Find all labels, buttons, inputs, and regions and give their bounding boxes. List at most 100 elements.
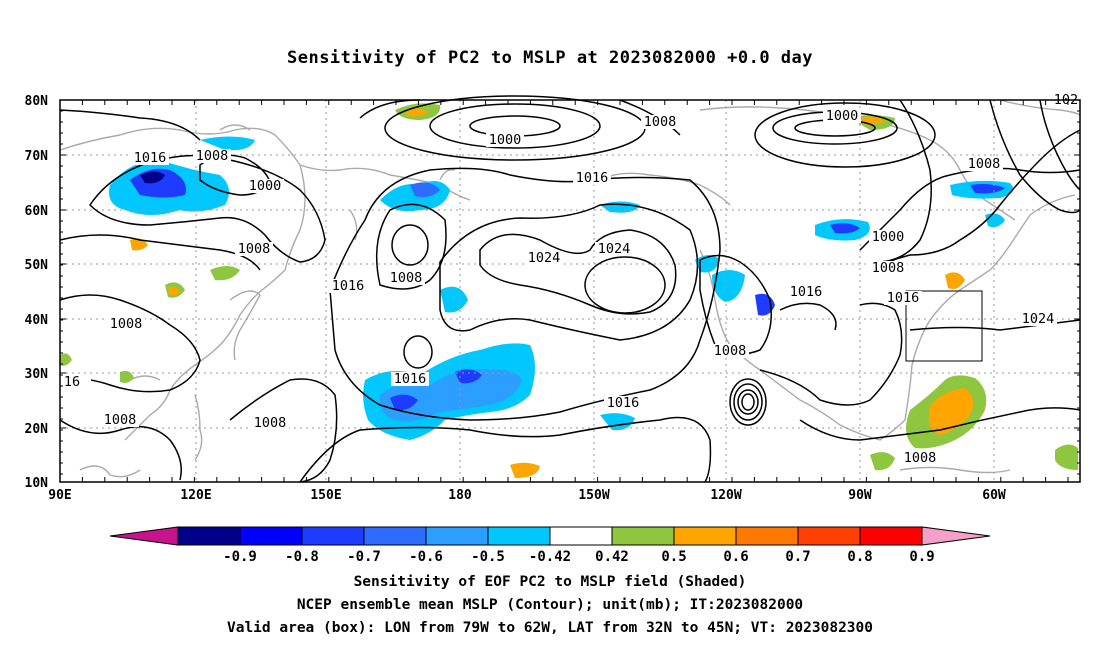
contour-label: 1016 (790, 284, 823, 300)
colorbar-low-arrow (109, 526, 179, 546)
lat-labels: 80N 70N 60N 50N 40N 30N 20N 10N (25, 94, 49, 491)
lat-label: 10N (25, 476, 49, 491)
colorbar-swatch (177, 526, 241, 546)
contour-label-bg (787, 285, 825, 299)
contour-label-bg (604, 396, 642, 410)
contour-label: 1000 (249, 178, 282, 194)
contour-label-bg (901, 451, 939, 465)
colorbar-label: -0.42 (529, 549, 571, 565)
contour-label-bg (251, 416, 289, 430)
contour-label-bg (869, 230, 907, 244)
lat-label: 80N (25, 94, 49, 109)
contour-label-bg (1019, 312, 1057, 326)
colorbar-label: 0.6 (723, 549, 748, 565)
contour-label: 1016 (887, 290, 920, 306)
lat-label: 50N (25, 258, 49, 273)
grid-lines (60, 100, 1080, 482)
colorbar-swatch (487, 526, 551, 546)
contour-label-bg (965, 157, 1003, 171)
colorbar-high-arrow (921, 526, 991, 546)
contour-label-bg (391, 372, 429, 386)
colorbar-label: -0.5 (471, 549, 505, 565)
colorbar (109, 526, 991, 546)
footer-line-2: NCEP ensemble mean MSLP (Contour); unit(… (296, 597, 804, 613)
colorbar-swatch (425, 526, 489, 546)
lon-label: 150W (578, 488, 609, 503)
colorbar-label: -0.7 (347, 549, 381, 565)
valid-area-box (905, 290, 983, 362)
contour-label-bg (595, 242, 633, 256)
lat-label: 20N (25, 422, 49, 437)
contour-label: 1024 (1022, 311, 1055, 327)
contour-label: 1016 (394, 371, 427, 387)
colorbar-swatch (239, 526, 303, 546)
contour-labels: 1016 1008 1000 1000 1008 1000 1016 1008 1024 1024… (53, 92, 1085, 466)
contour-label-bg (131, 151, 169, 165)
coastlines (59, 99, 1081, 478)
contour-label: 1008 (872, 260, 905, 276)
colorbar-label: -0.9 (223, 549, 257, 565)
contour-label: 1008 (714, 343, 747, 359)
lon-label: 60W (982, 488, 1006, 503)
map-frame (59, 99, 1081, 483)
contour-label-bg (193, 149, 231, 163)
contour-label: 1008 (254, 415, 287, 431)
colorbar-label: 0.9 (909, 549, 934, 565)
colorbar-label: 0.42 (595, 549, 629, 565)
colorbar-swatch (797, 526, 861, 546)
lat-label: 60N (25, 204, 49, 219)
colorbar-label: 0.7 (785, 549, 810, 565)
lon-label: 90E (48, 488, 71, 503)
contour-label: 1008 (110, 316, 143, 332)
contour-label-bg (641, 115, 679, 129)
contour-label-bg (525, 251, 563, 265)
contour-label: 1008 (644, 114, 677, 130)
lon-label: 150E (310, 488, 341, 503)
contour-label: 1016 (607, 395, 640, 411)
contour-label-bg (235, 242, 273, 256)
contour-label: 1000 (826, 108, 859, 124)
contour-label-bg (486, 133, 524, 147)
contour-label: 1024 (598, 241, 631, 257)
lon-label: 120E (180, 488, 211, 503)
contour-label: 1008 (968, 156, 1001, 172)
lon-label: 120W (710, 488, 741, 503)
colorbar-label: -0.8 (285, 549, 319, 565)
lon-label: 180 (448, 488, 472, 503)
mslp-contours (59, 95, 1081, 483)
page-title: Sensitivity of PC2 to MSLP at 2023082000… (286, 48, 813, 68)
colorbar-label: 0.5 (661, 549, 686, 565)
contour-label: 1016 (332, 278, 365, 294)
contour-label-bg (246, 179, 284, 193)
contour-label-bg (107, 317, 145, 331)
contour-label: 1000 (872, 229, 905, 245)
lat-label: 40N (25, 313, 49, 328)
lat-label: 30N (25, 367, 49, 382)
footer-line-3: Valid area (box): LON from 79W to 62W, L… (226, 620, 873, 636)
colorbar-swatch (611, 526, 675, 546)
colorbar-swatch (859, 526, 923, 546)
contour-label-bg (573, 171, 611, 185)
contour-label: 1008 (238, 241, 271, 257)
contour-label-bg (387, 271, 425, 285)
footer-line-1: Sensitivity of EOF PC2 to MSLP field (Sh… (353, 574, 747, 590)
colorbar-swatch (735, 526, 799, 546)
contour-label-bg (869, 261, 907, 275)
contour-label-bg (884, 291, 922, 305)
contour-label: 1016 (134, 150, 167, 166)
contour-label: 1008 (196, 148, 229, 164)
contour-label: 1008 (104, 412, 137, 428)
colorbar-label: -0.6 (409, 549, 443, 565)
colorbar-swatch (549, 526, 613, 546)
contour-label-bg (711, 344, 749, 358)
contour-label: 1024 (528, 250, 561, 266)
lon-label: 90W (848, 488, 872, 503)
contour-label: 1016 (576, 170, 609, 186)
contour-label: 1008 (904, 450, 937, 466)
colorbar-labels: -0.9 -0.8 -0.7 -0.6 -0.5 -0.42 0.42 0.5 0.6 0.7 0.… (223, 549, 935, 565)
contour-label-bg (101, 413, 139, 427)
contour-label-bg (823, 109, 861, 123)
contour-label: 16 (64, 374, 80, 390)
colorbar-label: 0.8 (847, 549, 872, 565)
